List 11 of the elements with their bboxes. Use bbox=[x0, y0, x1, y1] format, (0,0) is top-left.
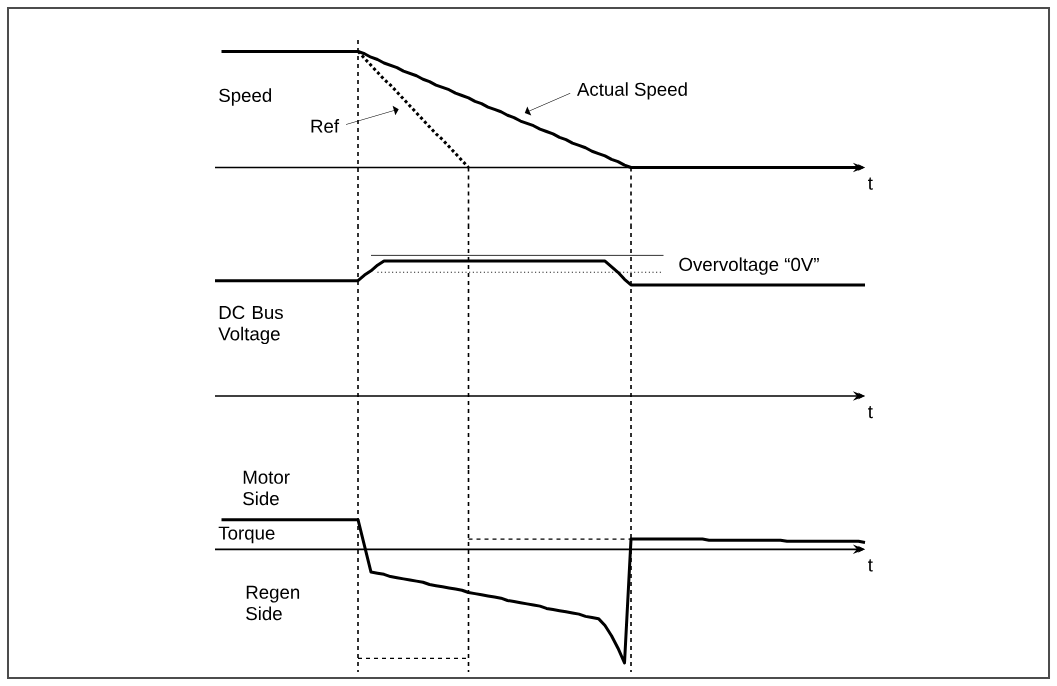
x-axis-title: t bbox=[868, 406, 873, 419]
text: Motor Side bbox=[243, 470, 290, 506]
y-axis-title: DC Bus Voltage bbox=[218, 305, 283, 345]
series-label: Overvoltage “0V” bbox=[679, 257, 819, 275]
x-axis-title: t bbox=[868, 177, 873, 190]
y-axis-title: Speed bbox=[219, 88, 272, 106]
annotation: Regen Side bbox=[246, 585, 300, 621]
text: Actual Speed bbox=[576, 82, 687, 100]
y-axis-title: Torque bbox=[218, 526, 275, 544]
x-axis-title: t bbox=[868, 559, 873, 572]
legend-label: Ref bbox=[311, 119, 340, 133]
